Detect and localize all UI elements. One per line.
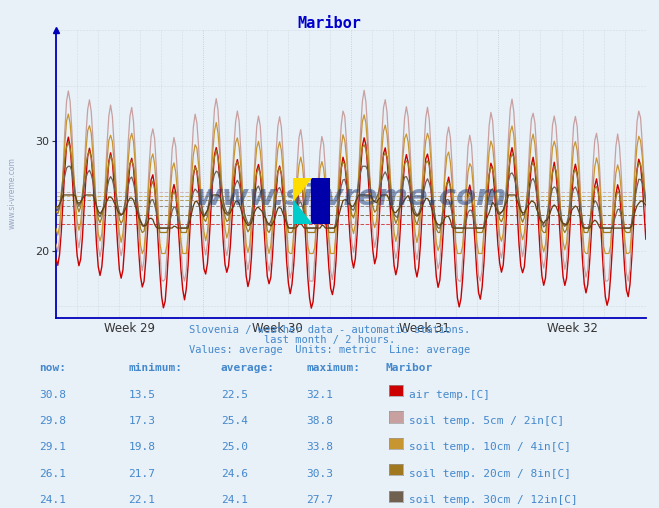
Text: 13.5: 13.5 — [129, 390, 156, 400]
Text: 27.7: 27.7 — [306, 495, 333, 505]
Text: Slovenia / weather data - automatic stations.: Slovenia / weather data - automatic stat… — [189, 325, 470, 335]
Text: Maribor: Maribor — [298, 16, 361, 31]
Text: 30.3: 30.3 — [306, 469, 333, 479]
Text: last month / 2 hours.: last month / 2 hours. — [264, 335, 395, 345]
Text: 17.3: 17.3 — [129, 416, 156, 426]
Text: 29.8: 29.8 — [40, 416, 67, 426]
Text: 26.1: 26.1 — [40, 469, 67, 479]
Text: 38.8: 38.8 — [306, 416, 333, 426]
Text: 22.5: 22.5 — [221, 390, 248, 400]
Text: 33.8: 33.8 — [306, 442, 333, 453]
Text: 19.8: 19.8 — [129, 442, 156, 453]
Text: 29.1: 29.1 — [40, 442, 67, 453]
Text: soil temp. 20cm / 8in[C]: soil temp. 20cm / 8in[C] — [409, 469, 571, 479]
Polygon shape — [293, 178, 312, 201]
Text: www.si-vreme.com: www.si-vreme.com — [8, 157, 17, 229]
Text: 24.1: 24.1 — [221, 495, 248, 505]
Text: 24.1: 24.1 — [40, 495, 67, 505]
Text: now:: now: — [40, 363, 67, 373]
Text: 30.8: 30.8 — [40, 390, 67, 400]
Text: air temp.[C]: air temp.[C] — [409, 390, 490, 400]
Text: maximum:: maximum: — [306, 363, 360, 373]
Polygon shape — [312, 178, 330, 224]
Text: 21.7: 21.7 — [129, 469, 156, 479]
Text: soil temp. 10cm / 4in[C]: soil temp. 10cm / 4in[C] — [409, 442, 571, 453]
Text: 24.6: 24.6 — [221, 469, 248, 479]
Text: soil temp. 30cm / 12in[C]: soil temp. 30cm / 12in[C] — [409, 495, 577, 505]
Polygon shape — [293, 201, 312, 224]
Text: minimum:: minimum: — [129, 363, 183, 373]
Text: 25.4: 25.4 — [221, 416, 248, 426]
Text: 25.0: 25.0 — [221, 442, 248, 453]
Text: www.si-vreme.com: www.si-vreme.com — [195, 183, 507, 211]
Text: Maribor: Maribor — [386, 363, 433, 373]
Text: Values: average  Units: metric  Line: average: Values: average Units: metric Line: aver… — [189, 345, 470, 356]
Text: soil temp. 5cm / 2in[C]: soil temp. 5cm / 2in[C] — [409, 416, 564, 426]
Text: average:: average: — [221, 363, 275, 373]
Text: 22.1: 22.1 — [129, 495, 156, 505]
Text: 32.1: 32.1 — [306, 390, 333, 400]
